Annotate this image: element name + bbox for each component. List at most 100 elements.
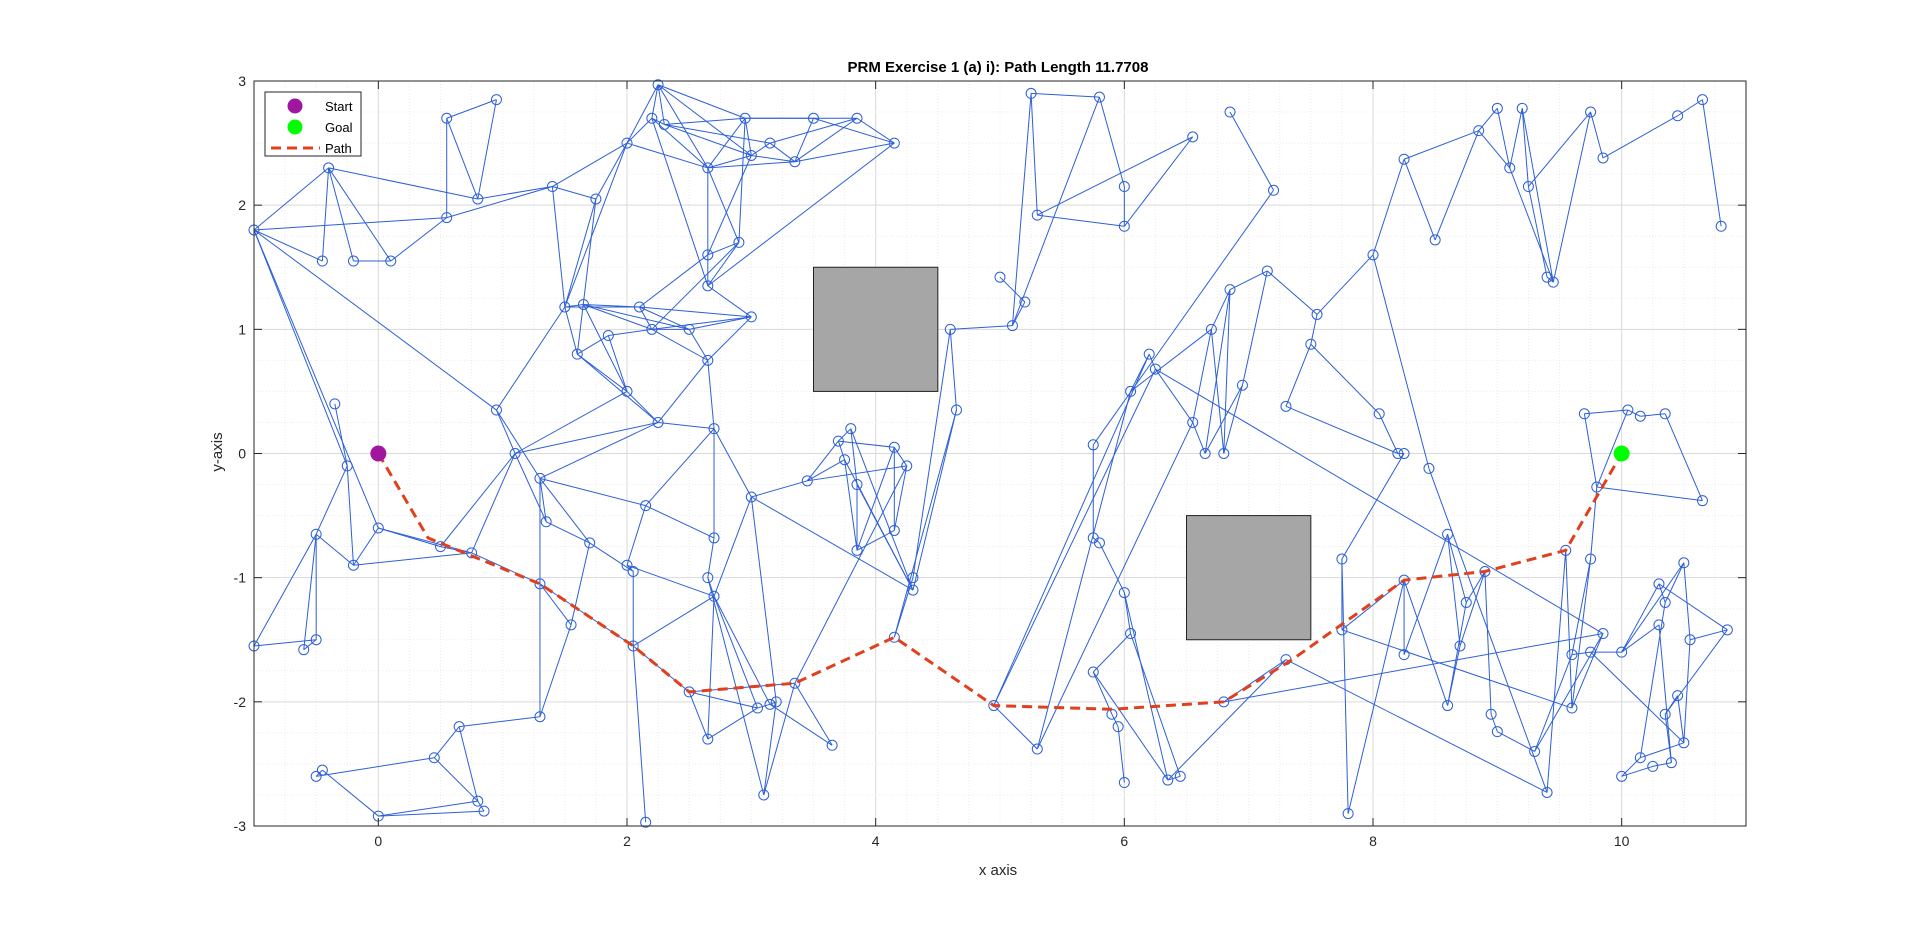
roadmap-node <box>534 472 546 484</box>
roadmap-edge <box>1372 254 1430 469</box>
legend-label-goal: Goal <box>325 120 353 135</box>
roadmap-edge <box>651 84 659 119</box>
roadmap-edge <box>322 769 379 817</box>
roadmap-node <box>901 460 913 472</box>
roadmap-node <box>1715 220 1727 232</box>
roadmap-edge <box>664 123 771 144</box>
x-tick-label: 2 <box>623 833 631 849</box>
roadmap-edge <box>651 118 709 287</box>
roadmap-edge <box>1037 214 1125 227</box>
roadmap-edge <box>1403 579 1449 706</box>
roadmap-edge <box>353 527 379 566</box>
roadmap-edge <box>496 306 566 411</box>
roadmap-edge <box>1223 633 1604 703</box>
roadmap-node <box>745 311 757 323</box>
roadmap-edge <box>378 800 478 817</box>
roadmap-node <box>1187 416 1199 428</box>
roadmap-edge <box>552 186 597 200</box>
roadmap-edge <box>1092 671 1169 781</box>
roadmap-edge <box>514 421 659 454</box>
roadmap-edge <box>794 117 858 163</box>
x-tick-label: 4 <box>872 833 880 849</box>
roadmap-edge <box>844 459 858 551</box>
roadmap-edge <box>1496 108 1511 169</box>
grid <box>253 80 1747 827</box>
roadmap-node <box>1342 808 1354 820</box>
roadmap-edge <box>1204 384 1243 454</box>
roadmap-edge <box>713 596 771 705</box>
roadmap-edge <box>1521 108 1554 283</box>
roadmap-node <box>1659 408 1671 420</box>
roadmap-node <box>1678 557 1690 569</box>
roadmap-edge <box>651 316 752 330</box>
roadmap-node <box>1696 94 1708 106</box>
roadmap-node <box>733 236 745 248</box>
roadmap-node <box>1118 587 1130 599</box>
roadmap-edge <box>707 360 715 429</box>
start-marker <box>370 445 387 462</box>
roadmap-edge <box>1229 270 1268 291</box>
roadmap-edge <box>664 117 746 125</box>
roadmap-edge <box>1285 405 1399 454</box>
roadmap-edge <box>738 118 746 243</box>
roadmap-node <box>534 578 546 590</box>
roadmap-edge <box>583 304 653 330</box>
roadmap-edge <box>1092 671 1113 715</box>
roadmap-node <box>546 181 558 193</box>
roadmap-node <box>478 805 490 817</box>
roadmap-edge <box>750 496 777 702</box>
roadmap-edge <box>583 304 628 392</box>
roadmap-edge <box>949 329 957 411</box>
roadmap-edge <box>1167 659 1287 781</box>
roadmap-edge <box>576 353 628 392</box>
roadmap-edge <box>626 505 647 566</box>
roadmap-edge <box>1590 111 1604 159</box>
roadmap-edge <box>1341 629 1573 709</box>
roadmap-edge <box>1098 97 1125 187</box>
roadmap-node <box>1653 578 1665 590</box>
roadmap-edge <box>1031 92 1100 98</box>
roadmap-edge <box>707 596 715 740</box>
x-tick-label: 8 <box>1369 833 1377 849</box>
roadmap-edge <box>657 84 752 156</box>
roadmap-edge <box>769 117 858 144</box>
roadmap-node <box>994 271 1006 283</box>
roadmap-node <box>1205 323 1217 335</box>
roadmap-edge <box>651 242 740 330</box>
roadmap-node <box>1597 152 1609 164</box>
roadmap-node <box>1585 646 1597 658</box>
legend-label-start: Start <box>325 99 353 114</box>
roadmap-node <box>646 323 658 335</box>
roadmap-edge <box>1484 571 1492 715</box>
roadmap-node <box>888 524 900 536</box>
roadmap-node <box>888 631 900 643</box>
roadmap-node <box>540 516 552 528</box>
y-tick-label: 1 <box>238 321 246 337</box>
x-ticks: 0 2 4 6 8 10 <box>374 81 1630 849</box>
roadmap-node <box>1566 649 1578 661</box>
roadmap-node <box>1268 184 1280 196</box>
roadmap-edge <box>626 84 659 144</box>
roadmap-node <box>745 491 757 503</box>
roadmap-edge <box>1527 186 1548 278</box>
x-tick-label: 6 <box>1120 833 1128 849</box>
roadmap-edge <box>1565 550 1573 709</box>
roadmap-edge <box>1223 289 1231 454</box>
roadmap-node <box>1143 348 1155 360</box>
roadmap-edge <box>1223 385 1243 454</box>
roadmap-edge <box>551 186 566 308</box>
roadmap-node <box>702 249 714 261</box>
roadmap-edge <box>912 409 957 591</box>
roadmap-edge <box>713 428 752 498</box>
roadmap-node <box>1485 708 1497 720</box>
roadmap-edge <box>1192 422 1206 454</box>
roadmap-node <box>1261 265 1273 277</box>
roadmap-node <box>1578 408 1590 420</box>
roadmap-edge <box>993 353 1150 706</box>
roadmap-edge <box>651 117 709 169</box>
roadmap-edge <box>1123 592 1169 781</box>
obstacle-1 <box>813 266 939 392</box>
roadmap-edge <box>1434 130 1480 241</box>
roadmap-edge <box>1664 562 1685 603</box>
